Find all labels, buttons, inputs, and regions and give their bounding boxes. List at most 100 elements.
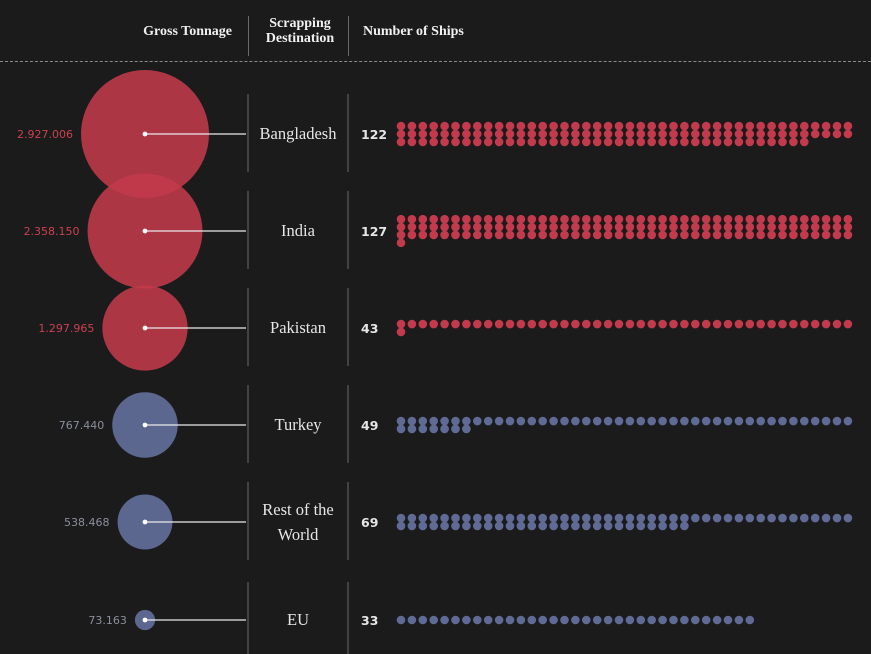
ship-dot	[723, 615, 733, 625]
ship-dot	[494, 230, 504, 240]
ship-dot	[429, 214, 439, 224]
ship-dot	[440, 521, 449, 531]
ship-dot	[396, 238, 406, 248]
ship-dot	[614, 121, 624, 131]
ship-count-label: 122	[361, 127, 387, 142]
ship-dot	[407, 222, 417, 232]
ship-dot	[636, 513, 646, 523]
ship-dot	[396, 521, 406, 531]
ship-dot	[767, 416, 776, 426]
ship-dot	[680, 222, 689, 232]
ship-dot	[440, 129, 449, 139]
ship-dot	[800, 129, 809, 139]
ship-dot	[571, 319, 580, 329]
ship-dot	[723, 230, 733, 240]
ship-dot	[603, 521, 613, 531]
ship-dot	[636, 521, 646, 531]
ship-dot	[832, 222, 842, 232]
ship-dot	[636, 121, 646, 131]
destination-label: Rest of the	[262, 500, 334, 519]
ship-dot	[647, 230, 656, 240]
ship-dot	[516, 129, 526, 139]
tonnage-label: 767.440	[59, 419, 105, 432]
ship-dot	[701, 121, 711, 131]
ship-dot	[614, 137, 624, 147]
ship-dot	[789, 230, 798, 240]
ship-dot	[494, 121, 504, 131]
ship-dot	[451, 615, 460, 625]
ship-dot	[549, 129, 558, 139]
ship-dot	[462, 222, 471, 232]
destination-header-line2: Destination	[265, 31, 335, 46]
ship-dot	[440, 513, 449, 523]
ship-dot	[603, 137, 613, 147]
ship-dot	[625, 214, 635, 224]
ship-dot	[778, 129, 787, 139]
header-divider-left	[248, 16, 249, 56]
ship-dot	[440, 121, 449, 131]
ship-dot	[560, 214, 569, 224]
ship-dot	[810, 121, 820, 131]
ship-dot	[636, 615, 646, 625]
ship-dot	[767, 129, 776, 139]
ship-dot	[592, 222, 602, 232]
ship-dot	[592, 129, 602, 139]
ship-dot	[473, 137, 482, 147]
ship-dot	[505, 416, 515, 426]
ship-dot	[723, 416, 733, 426]
ship-dot	[745, 615, 755, 625]
ship-count-label: 69	[361, 515, 378, 530]
ship-dot	[494, 521, 504, 531]
ship-dot	[582, 521, 591, 531]
ship-dot	[549, 319, 558, 329]
ship-dot	[658, 121, 667, 131]
ship-dot	[527, 521, 537, 531]
ship-dot	[494, 214, 504, 224]
ship-dot	[560, 521, 569, 531]
ship-dot	[571, 222, 580, 232]
ship-dot	[473, 319, 482, 329]
ship-dot	[418, 513, 428, 523]
ship-dot	[701, 129, 711, 139]
ship-count-label: 127	[361, 224, 387, 239]
ship-dot	[462, 129, 471, 139]
destination-label: Turkey	[274, 415, 322, 434]
ship-dot	[756, 416, 765, 426]
ship-dot	[832, 513, 842, 523]
ship-dot	[560, 513, 569, 523]
ship-dot	[451, 230, 460, 240]
tonnage-label: 73.163	[88, 614, 127, 627]
ship-dot	[560, 230, 569, 240]
ship-dot	[396, 129, 406, 139]
ship-dot	[680, 129, 689, 139]
ship-dot	[800, 214, 809, 224]
ship-dot	[745, 214, 755, 224]
ship-dot	[592, 521, 602, 531]
ship-dot	[625, 230, 635, 240]
destination-label: Pakistan	[270, 318, 326, 337]
ship-dot	[473, 121, 482, 131]
ship-dot	[647, 319, 656, 329]
ship-dot	[636, 137, 646, 147]
ship-dot	[636, 222, 646, 232]
ship-dot	[625, 513, 635, 523]
ship-dot	[396, 121, 406, 131]
ship-dot	[462, 615, 471, 625]
ship-dot	[451, 137, 460, 147]
ship-dot	[407, 121, 417, 131]
ship-dot	[810, 129, 820, 139]
ship-dot	[669, 129, 678, 139]
ship-dot	[734, 137, 744, 147]
ship-dot	[462, 137, 471, 147]
ship-dot	[483, 121, 493, 131]
ship-dot	[658, 319, 667, 329]
ship-dot	[494, 319, 504, 329]
ship-dot	[832, 230, 842, 240]
ship-dot	[821, 513, 831, 523]
ship-dot	[734, 319, 744, 329]
ship-dot	[712, 137, 722, 147]
ship-dot	[494, 615, 504, 625]
ship-dot	[734, 230, 744, 240]
ship-dot	[516, 416, 526, 426]
